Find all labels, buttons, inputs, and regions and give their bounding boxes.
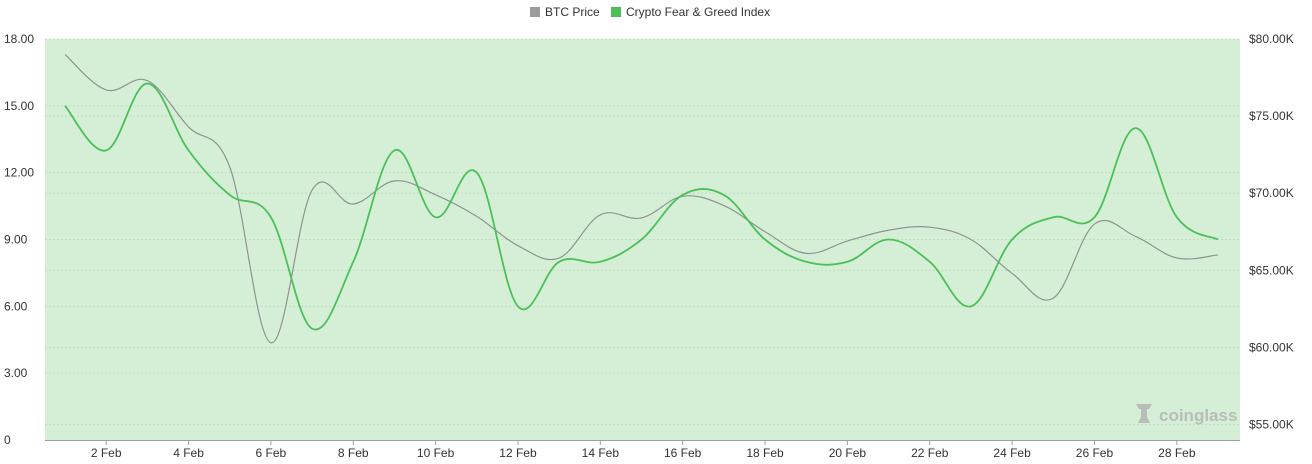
x-axis-tick-label: 16 Feb <box>664 446 702 460</box>
left-axis-tick-label: 9.00 <box>4 233 28 247</box>
x-axis-tick-label: 2 Feb <box>91 446 122 460</box>
right-axis: $55.00K $60.00K $65.00K $70.00K $75.00K $80.0… <box>1249 32 1294 432</box>
coinglass-watermark: coinglass <box>1136 404 1237 425</box>
left-axis-tick-label: 15.00 <box>4 99 34 113</box>
x-axis-tick-label: 8 Feb <box>338 446 369 460</box>
legend-label: BTC Price <box>545 5 600 19</box>
legend: BTC Price Crypto Fear & Greed Index <box>530 5 770 19</box>
coinglass-watermark-text: coinglass <box>1159 406 1237 425</box>
legend-label: Crypto Fear & Greed Index <box>626 5 770 19</box>
left-axis-tick-label: 3.00 <box>4 366 28 380</box>
coinglass-logo-icon <box>1136 404 1152 423</box>
coinglass-logo-shape <box>1136 404 1152 423</box>
x-axis-tick-label: 12 Feb <box>499 446 537 460</box>
left-axis-tick-label: 12.00 <box>4 166 34 180</box>
series-line-btc-price <box>64 53 1219 344</box>
x-axis-tick-label: 28 Feb <box>1158 446 1196 460</box>
x-axis-tick-label: 26 Feb <box>1076 446 1114 460</box>
x-axis: 2 Feb 4 Feb 6 Feb 8 Feb 10 Feb 12 Feb 14 Feb 16… <box>91 440 1196 460</box>
legend-item-btc-price[interactable]: BTC Price <box>530 5 600 19</box>
legend-swatch <box>611 7 621 17</box>
x-axis-tick-label: 24 Feb <box>993 446 1031 460</box>
right-axis-tick-label: $55.00K <box>1249 418 1294 432</box>
x-axis-tick-label: 4 Feb <box>173 446 204 460</box>
left-axis-tick-label: 18.00 <box>4 32 34 46</box>
left-axis-tick-label: 0 <box>4 433 11 447</box>
x-axis-tick-label: 10 Feb <box>417 446 455 460</box>
right-axis-tick-label: $80.00K <box>1249 32 1294 46</box>
x-axis-tick-label: 6 Feb <box>256 446 287 460</box>
right-axis-tick-label: $75.00K <box>1249 109 1294 123</box>
left-axis-tick-label: 6.00 <box>4 299 28 313</box>
series-line-fear-greed-index <box>64 82 1219 331</box>
x-axis-tick-label: 20 Feb <box>829 446 867 460</box>
legend-swatch <box>530 7 540 17</box>
right-axis-tick-label: $70.00K <box>1249 186 1294 200</box>
left-axis: 0 3.00 6.00 9.00 12.00 15.00 18.00 <box>4 32 34 447</box>
legend-item-fear-greed-index[interactable]: Crypto Fear & Greed Index <box>611 5 770 19</box>
x-axis-tick-label: 14 Feb <box>582 446 620 460</box>
x-axis-tick-label: 22 Feb <box>911 446 949 460</box>
right-axis-tick-label: $60.00K <box>1249 340 1294 354</box>
x-axis-tick-label: 18 Feb <box>746 446 784 460</box>
right-axis-tick-label: $65.00K <box>1249 263 1294 277</box>
